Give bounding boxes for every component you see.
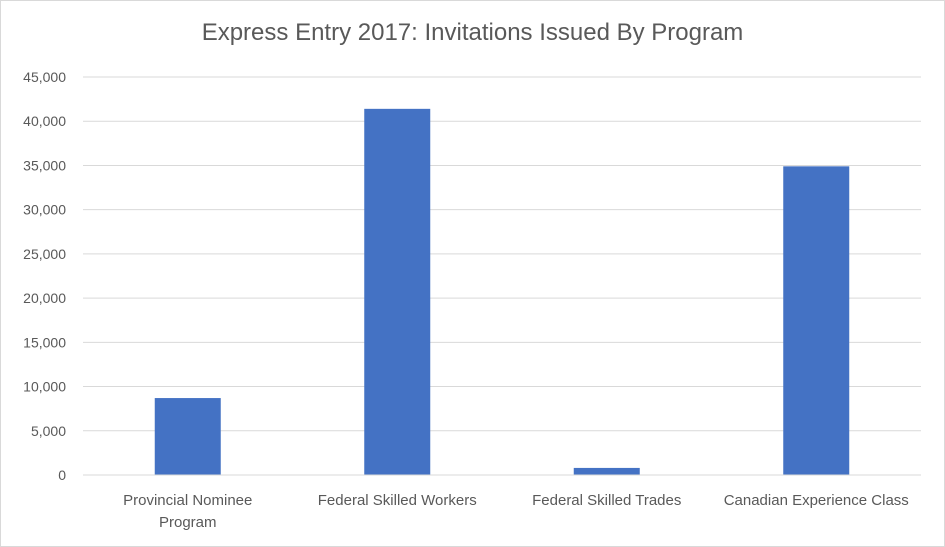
bar (573, 467, 640, 475)
y-tick-label: 35,000 (23, 157, 66, 173)
bar (783, 166, 850, 475)
y-tick-label: 40,000 (23, 113, 66, 129)
x-category-label: Federal Skilled Trades (532, 492, 681, 509)
y-tick-label: 5,000 (31, 423, 66, 439)
x-category-label: Federal Skilled Workers (318, 492, 477, 509)
gridlines (83, 76, 921, 432)
x-category-label: Program (159, 514, 217, 531)
x-category-label: Provincial Nominee (123, 492, 252, 509)
y-tick-label: 20,000 (23, 290, 66, 306)
y-tick-label: 10,000 (23, 379, 66, 395)
y-tick-label: 0 (58, 467, 66, 483)
bars (154, 108, 850, 475)
y-tick-label: 15,000 (23, 334, 66, 350)
y-tick-label: 30,000 (23, 202, 66, 218)
x-axis-category-labels: Provincial Nominee Program Federal Skilled… (123, 492, 909, 531)
y-tick-label: 25,000 (23, 246, 66, 262)
x-category-label: Canadian Experience Class (724, 492, 909, 509)
bar (154, 398, 221, 475)
bar (364, 108, 431, 475)
y-axis-tick-labels: 0 5,000 10,000 15,000 20,000 25,000 30,000 35,0… (23, 69, 66, 483)
y-tick-label: 45,000 (23, 69, 66, 85)
chart-title: Express Entry 2017: Invitations Issued B… (201, 19, 744, 46)
